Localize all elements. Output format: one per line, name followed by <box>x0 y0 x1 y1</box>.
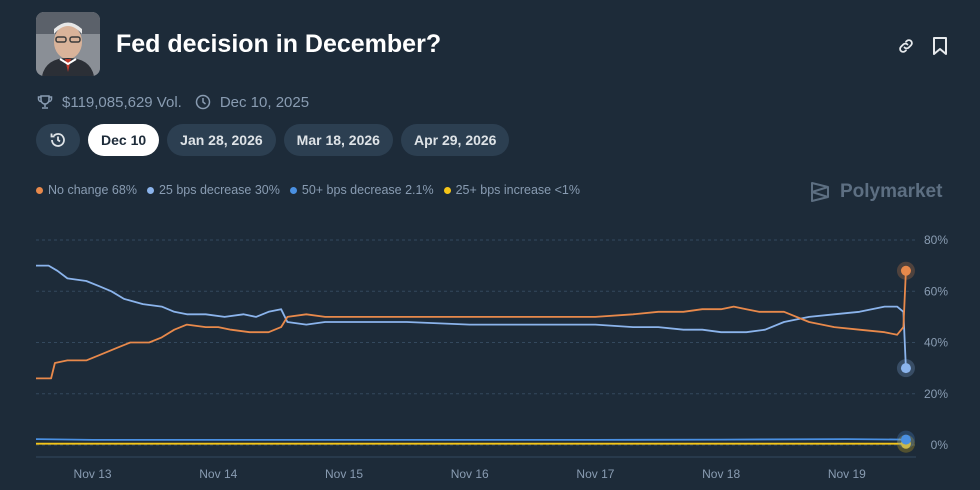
market-header: Fed decision in December? <box>36 12 947 78</box>
price-history-chart[interactable]: 80% 60% 40% 20% 0% Nov 13 Nov 14 Nov 15 Nov 16 No… <box>0 225 980 490</box>
market-title: Fed decision in December? <box>116 30 442 58</box>
series-line-0 <box>36 270 907 380</box>
tab-jan-28-2026[interactable]: Jan 28, 2026 <box>167 124 276 156</box>
tab-apr-29-2026[interactable]: Apr 29, 2026 <box>400 124 510 156</box>
series-end-marker-2 <box>900 434 911 445</box>
tab-mar-18-2026[interactable]: Mar 18, 2026 <box>283 124 393 156</box>
chart-legend: No change 68% 25 bps decrease 30% 50+ bp… <box>36 183 580 197</box>
legend-dot <box>146 186 154 194</box>
x-tick-label: Nov 14 <box>199 467 237 481</box>
legend-label: 25 bps decrease 30% <box>158 183 280 197</box>
polymarket-logo-icon <box>811 182 829 202</box>
legend-label: 25+ bps increase <1% <box>455 183 580 197</box>
link-icon[interactable] <box>896 36 916 56</box>
series-line-1 <box>36 264 907 369</box>
market-meta: $119,085,629 Vol. Dec 10, 2025 <box>36 92 309 112</box>
y-tick-label: 60% <box>924 284 948 298</box>
date-tabs: Dec 10 Jan 28, 2026 Mar 18, 2026 Apr 29,… <box>36 124 510 156</box>
x-tick-label: Nov 15 <box>325 467 363 481</box>
legend-dot <box>289 186 297 194</box>
y-tick-label: 40% <box>924 336 948 350</box>
legend-item-25bps-decrease: 25 bps decrease 30% <box>146 183 280 197</box>
y-tick-label: 20% <box>924 387 948 401</box>
legend-label: No change 68% <box>48 183 137 197</box>
legend-dot <box>36 186 43 194</box>
y-tick-label: 80% <box>924 233 948 247</box>
series-line-2 <box>35 438 906 441</box>
legend-label: 50+ bps decrease 2.1% <box>301 183 434 197</box>
x-tick-label: Nov 17 <box>576 467 614 481</box>
trophy-icon <box>36 93 54 111</box>
portrait-icon <box>36 12 100 76</box>
x-tick-label: Nov 18 <box>702 467 740 481</box>
end-date-text: Dec 10, 2025 <box>219 93 310 111</box>
history-tab[interactable] <box>36 124 80 156</box>
polymarket-logo: Polymarket <box>808 180 942 204</box>
x-tick-label: Nov 19 <box>828 467 866 481</box>
bookmark-icon[interactable] <box>930 36 950 56</box>
tab-dec-10[interactable]: Dec 10 <box>88 124 160 156</box>
legend-item-no-change: No change 68% <box>36 183 137 197</box>
legend-item-25bps-increase: 25+ bps increase <1% <box>443 183 580 197</box>
market-avatar <box>36 12 100 76</box>
brand-name: Polymarket <box>840 181 943 202</box>
x-tick-label: Nov 13 <box>74 467 112 481</box>
legend-dot <box>443 186 451 194</box>
volume-text: $119,085,629 Vol. <box>62 93 182 111</box>
series-end-marker-0 <box>900 265 911 276</box>
legend-item-50bps-decrease: 50+ bps decrease 2.1% <box>289 183 434 197</box>
series-end-marker-1 <box>900 363 911 374</box>
history-icon <box>50 133 65 147</box>
clock-icon <box>194 93 212 111</box>
x-tick-label: Nov 16 <box>451 467 489 481</box>
y-tick-label: 0% <box>931 438 949 452</box>
